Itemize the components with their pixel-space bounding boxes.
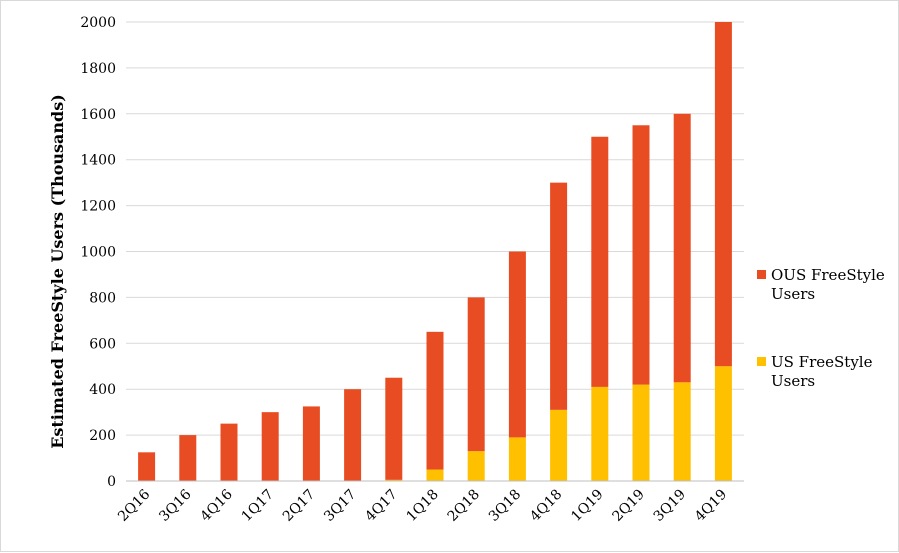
x-tick-label: 4Q19 (692, 487, 730, 525)
bar-ous-freestyle-users (714, 22, 732, 367)
legend-label: OUS FreeStyle (771, 266, 885, 284)
y-tick-label: 600 (89, 336, 116, 352)
x-tick-label: 3Q18 (486, 487, 524, 525)
bar-ous-freestyle-users (632, 125, 650, 385)
bar-us-freestyle-users (508, 437, 526, 481)
x-tick-label: 3Q19 (651, 487, 689, 525)
bar-us-freestyle-users (550, 409, 568, 481)
bar-ous-freestyle-users (673, 113, 691, 383)
bar-ous-freestyle-users (508, 251, 526, 438)
x-tick-label: 3Q16 (156, 486, 194, 524)
legend-label: US FreeStyle (771, 353, 873, 371)
y-axis-label: Estimated FreeStyle Users (Thousands) (48, 94, 67, 449)
bar-ous-freestyle-users (426, 331, 444, 470)
bar-ous-freestyle-users (467, 297, 485, 452)
y-tick-label: 200 (89, 428, 116, 444)
legend-swatch (757, 357, 766, 366)
bar-ous-freestyle-users (179, 435, 197, 481)
legend-label: Users (771, 285, 815, 303)
x-tick-label: 2Q18 (445, 487, 483, 525)
bar-ous-freestyle-users (385, 377, 403, 480)
x-tick-label: 1Q19 (568, 487, 606, 525)
x-tick-label: 2Q16 (115, 486, 153, 524)
bar-us-freestyle-users (632, 384, 650, 481)
y-tick-label: 1400 (80, 153, 116, 169)
y-tick-label: 2000 (80, 15, 116, 31)
bar-us-freestyle-users (714, 366, 732, 481)
bar-ous-freestyle-users (550, 182, 568, 410)
bar-us-freestyle-users (673, 382, 691, 481)
bar-us-freestyle-users (385, 479, 403, 481)
y-tick-label: 400 (89, 382, 116, 398)
y-tick-label: 1800 (80, 61, 116, 77)
bar-us-freestyle-users (467, 451, 485, 481)
x-tick-label: 1Q18 (404, 487, 442, 525)
y-tick-label: 800 (89, 290, 116, 306)
bar-ous-freestyle-users (591, 136, 609, 387)
bar-us-freestyle-users (591, 386, 609, 481)
x-tick-label: 4Q18 (527, 487, 565, 525)
x-tick-label: 2Q17 (280, 487, 318, 525)
bar-ous-freestyle-users (344, 389, 362, 481)
gridlines (126, 21, 744, 436)
x-tick-label: 3Q17 (321, 487, 359, 525)
bar-ous-freestyle-users (261, 412, 279, 481)
x-tick-label: 4Q16 (198, 486, 236, 524)
bars (138, 22, 732, 481)
legend-swatch (757, 270, 766, 279)
legend-label: Users (771, 372, 815, 390)
y-tick-labels: 0 200 400 600 800 1000 1200 1400 1600 1800 2000 (80, 15, 116, 490)
bar-ous-freestyle-users (302, 406, 320, 481)
x-tick-labels: 2Q16 3Q16 4Q16 1Q17 2Q17 3Q17 4Q17 1Q18 2Q18 3Q18… (115, 486, 730, 524)
bar-us-freestyle-users (426, 469, 444, 481)
bar-ous-freestyle-users (220, 423, 238, 481)
x-tick-label: 4Q17 (362, 487, 400, 525)
x-tick-label: 2Q19 (610, 487, 648, 525)
y-tick-label: 1200 (80, 199, 116, 215)
y-tick-label: 1000 (80, 245, 116, 261)
y-tick-label: 1600 (80, 107, 116, 123)
y-tick-label: 0 (107, 474, 116, 490)
bar-ous-freestyle-users (138, 452, 156, 481)
x-tick-label: 1Q17 (239, 487, 277, 525)
